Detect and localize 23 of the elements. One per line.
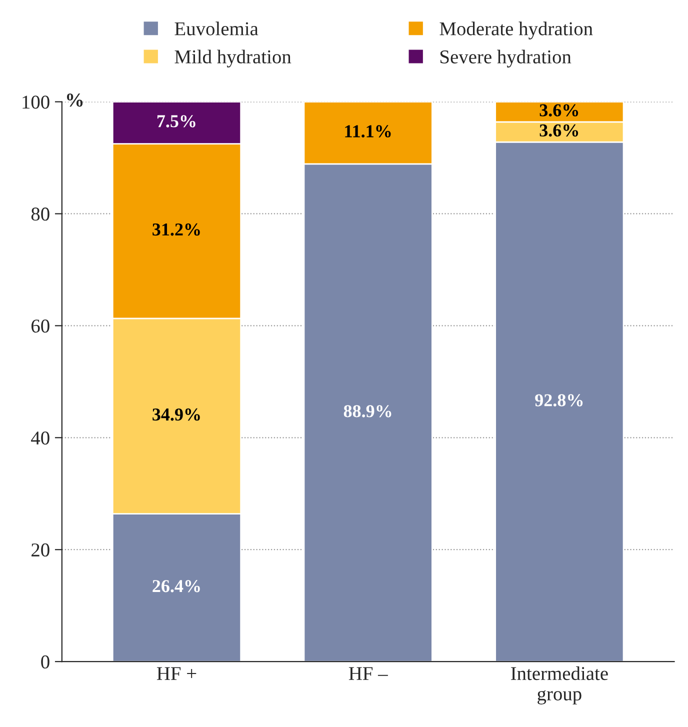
y-tick-label: 0 bbox=[41, 655, 50, 669]
legend-label: Euvolemia bbox=[174, 22, 258, 36]
data-label: 11.1% bbox=[345, 125, 391, 138]
legend-label: Moderate hydration bbox=[440, 22, 593, 40]
data-label: 7.5% bbox=[157, 115, 196, 128]
legend-label: Mild hydration bbox=[174, 50, 292, 68]
y-tick-label: 60 bbox=[32, 320, 50, 333]
data-label: 3.6% bbox=[540, 104, 578, 116]
x-tick-label: HF + bbox=[156, 667, 196, 680]
data-label: 3.6% bbox=[540, 124, 578, 137]
y-tick-label: 100 bbox=[22, 96, 50, 109]
y-tick-label: 80 bbox=[31, 208, 50, 221]
x-tick-label: HF – bbox=[348, 667, 388, 680]
data-label: 92.8% bbox=[535, 394, 583, 406]
data-label: 31.2% bbox=[152, 223, 200, 236]
data-label: 34.9% bbox=[152, 408, 200, 421]
y-tick-label: 40 bbox=[31, 431, 50, 445]
y-tick-label: 20 bbox=[32, 543, 50, 557]
legend-label: Severe hydration bbox=[440, 50, 572, 68]
x-tick-label: Intermediate group bbox=[511, 666, 608, 704]
data-label: 26.4% bbox=[152, 580, 200, 592]
data-label: 88.9% bbox=[344, 405, 392, 418]
y-axis-title: % bbox=[66, 94, 83, 107]
